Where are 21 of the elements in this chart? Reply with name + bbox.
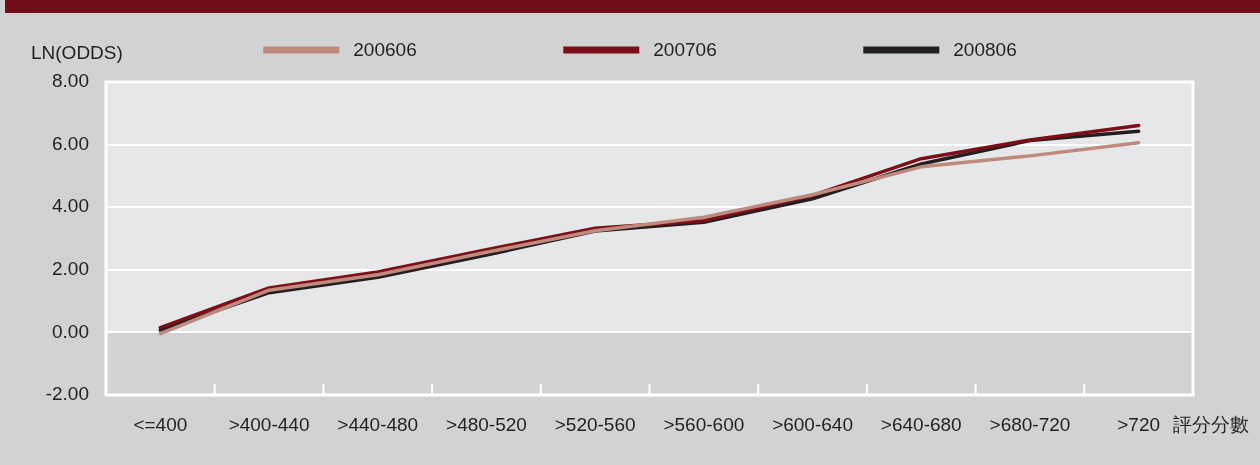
x-tick-label: <=400 [133,413,188,435]
y-tick-label: -2.00 [45,383,89,405]
x-tick-label: >440-480 [337,413,419,435]
legend-label: 200606 [353,39,417,61]
x-tick-label: >600-640 [772,413,853,435]
y-tick-label: 0.00 [52,320,89,342]
y-axis-title: LN(ODDS) [31,42,123,64]
x-tick-label: >480-520 [446,413,527,435]
x-axis-title: 評分分數 [1173,414,1250,436]
x-tick-label: >520-560 [554,413,636,435]
y-tick-label: 6.00 [52,132,89,154]
x-tick-label: >400-440 [228,413,310,435]
y-tick-label: 8.00 [52,70,89,92]
x-tick-label: >680-720 [989,413,1071,435]
x-tick-label: >720 [1117,413,1161,435]
x-tick-label: >560-600 [663,413,745,435]
y-tick-label: 4.00 [52,195,89,217]
legend-label: 200706 [653,39,717,61]
x-tick-label: >640-680 [880,413,962,435]
y-tick-label: 2.00 [52,258,89,280]
legend-label: 200806 [953,39,1017,61]
